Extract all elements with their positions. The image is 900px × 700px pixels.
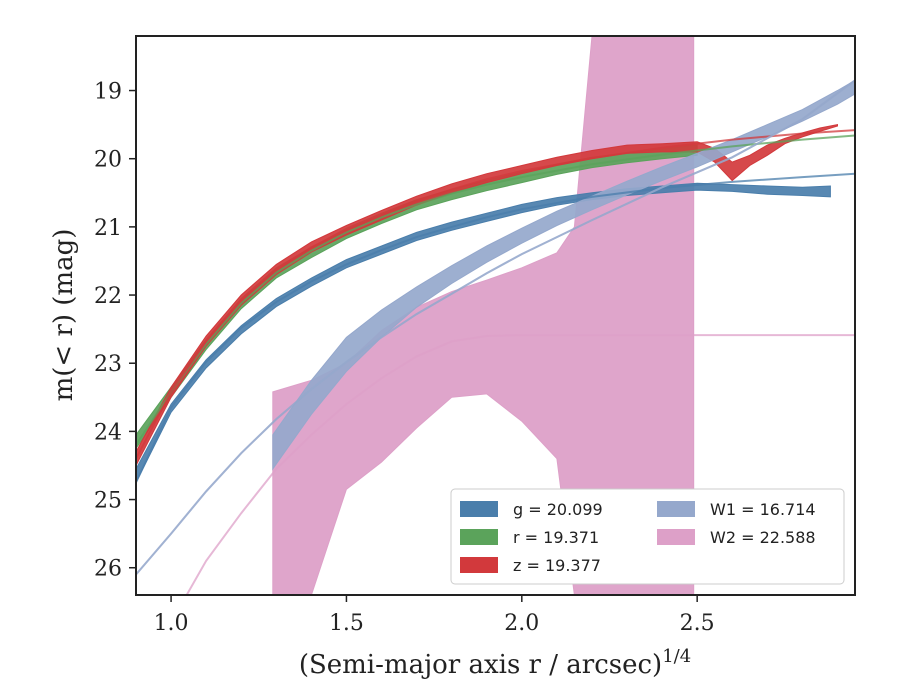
y-tick-label: 21: [94, 216, 122, 241]
legend-swatch: [460, 557, 498, 573]
model-line-z: [136, 129, 855, 460]
band-g: [136, 182, 831, 483]
y-tick-label: 24: [94, 420, 122, 445]
x-tick-label: 2.5: [680, 611, 715, 636]
x-tick-label: 1.5: [329, 611, 364, 636]
legend-swatch: [657, 529, 695, 545]
y-axis-title: m(< r) (mag): [49, 229, 79, 402]
legend-label: W1 = 16.714: [710, 500, 816, 519]
legend-label: r = 19.371: [513, 528, 599, 547]
x-axis-title: (Semi-major axis r / arcsec)1/4: [299, 646, 691, 680]
x-axis-ticks: 1.0 1.5 2.0 2.5: [154, 595, 715, 636]
legend-swatch: [657, 501, 695, 517]
band-w1: [272, 79, 855, 471]
legend-label: W2 = 22.588: [710, 528, 816, 547]
y-tick-label: 25: [94, 489, 122, 514]
legend-entries: g = 20.099 r = 19.371 z = 19.377 W1 = 16.71…: [460, 500, 816, 575]
y-tick-label: 19: [94, 80, 122, 105]
model-line-w1-overlay: [136, 79, 855, 576]
model-line-r: [136, 134, 855, 446]
legend-label: g = 20.099: [513, 500, 603, 519]
legend-item-z: z = 19.377: [460, 556, 601, 575]
x-tick-label: 1.0: [154, 611, 189, 636]
legend-swatch: [460, 529, 498, 545]
legend-item-w2: W2 = 22.588: [657, 528, 816, 547]
y-tick-label: 23: [94, 352, 122, 377]
model-curves: [136, 79, 855, 595]
legend-item-g: g = 20.099: [460, 500, 603, 519]
legend-label: z = 19.377: [513, 556, 601, 575]
plot-frame: [135, 35, 856, 596]
x-axis-title-superscript: 1/4: [662, 646, 691, 667]
y-tick-label: 22: [94, 284, 122, 309]
y-axis-ticks: 19 20 21 22 23 24 25 26: [94, 80, 136, 582]
y-tick-label: 26: [94, 557, 122, 582]
x-tick-label: 2.0: [504, 611, 539, 636]
band-w2: [272, 36, 695, 595]
legend-swatch: [460, 501, 498, 517]
legend-frame: [450, 488, 845, 585]
legend-item-r: r = 19.371: [460, 528, 599, 547]
model-line-g: [136, 172, 855, 483]
x-axis-title-main: (Semi-major axis r / arcsec): [299, 650, 662, 680]
model-line-w2: [185, 334, 855, 595]
band-z: [136, 123, 838, 466]
y-tick-label: 20: [94, 148, 122, 173]
legend: g = 20.099 r = 19.371 z = 19.377 W1 = 16.71…: [450, 488, 845, 585]
legend-item-w1: W1 = 16.714: [657, 500, 816, 519]
